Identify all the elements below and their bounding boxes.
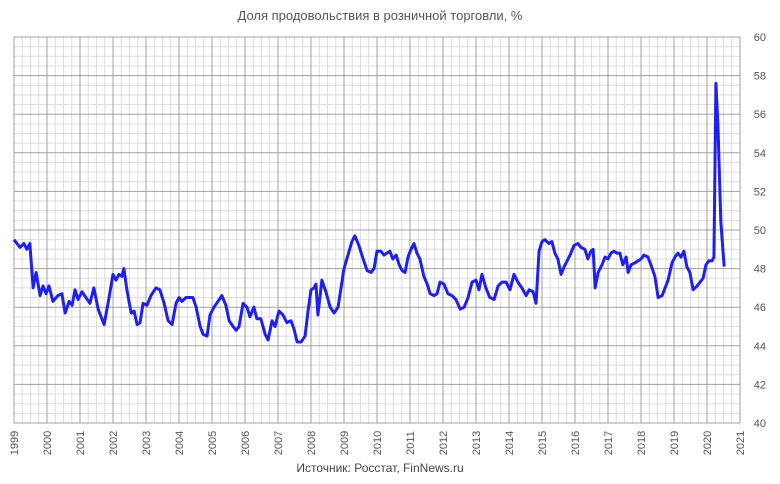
x-tick-label: 2001 <box>75 431 87 455</box>
x-tick-label: 2014 <box>504 431 516 455</box>
x-tick-label: 2007 <box>273 431 285 455</box>
x-tick-label: 2009 <box>339 431 351 455</box>
data-line <box>12 81 726 344</box>
y-tick-label: 56 <box>754 109 766 121</box>
x-tick-label: 2017 <box>603 431 615 455</box>
x-tick-label: 2006 <box>240 431 252 455</box>
y-tick-label: 58 <box>754 71 766 83</box>
source: Источник: Росстат, FinNews.ru <box>296 461 463 475</box>
y-tick-label: 60 <box>754 32 766 44</box>
x-tick-label: 2020 <box>702 431 714 455</box>
x-tick-label: 2010 <box>372 431 384 455</box>
x-tick-label: 2004 <box>174 431 186 455</box>
y-tick-label: 42 <box>754 379 766 391</box>
x-tick-label: 2019 <box>669 431 681 455</box>
y-tick-label: 50 <box>754 225 766 237</box>
x-tick-label: 2021 <box>735 431 747 455</box>
x-tick-label: 1999 <box>9 431 21 455</box>
x-tick-label: 2000 <box>42 431 54 455</box>
x-tick-label: 2005 <box>207 431 219 455</box>
x-tick-label: 2003 <box>141 431 153 455</box>
x-tick-label: 2015 <box>537 431 549 455</box>
x-tick-label: 2011 <box>405 431 417 455</box>
y-tick-label: 44 <box>754 341 766 353</box>
x-tick-label: 2018 <box>636 431 648 455</box>
chart-title: Доля продовольствия в розничной торговли… <box>238 8 523 23</box>
x-tick-label: 2008 <box>306 431 318 455</box>
x-tick-label: 2016 <box>570 431 582 455</box>
y-tick-label: 52 <box>754 186 766 198</box>
y-tick-label: 48 <box>754 264 766 276</box>
x-tick-label: 2002 <box>108 431 120 455</box>
y-tick-label: 40 <box>754 418 766 430</box>
y-tick-label: 46 <box>754 302 766 314</box>
y-tick-label: 54 <box>754 148 766 160</box>
x-tick-label: 2012 <box>438 431 450 455</box>
x-tick-label: 2013 <box>471 431 483 455</box>
